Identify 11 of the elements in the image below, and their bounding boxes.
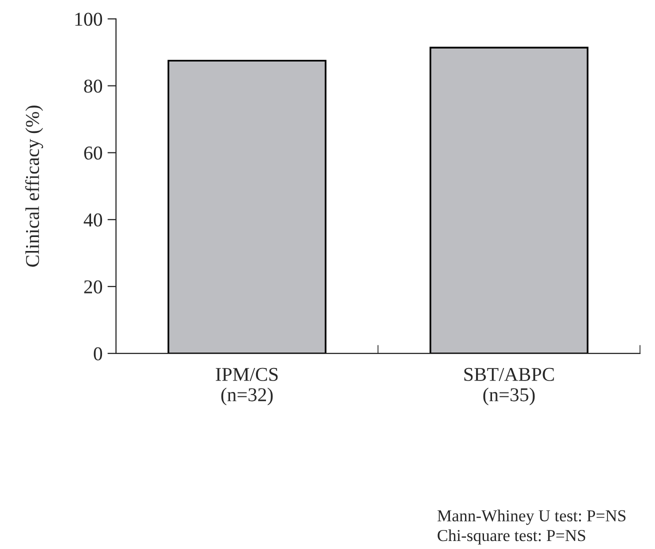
y-tick-label: 0 — [94, 347, 102, 360]
y-tick-label: 40 — [84, 213, 102, 227]
y-tick-label: 80 — [84, 80, 102, 93]
y-axis-title: Clinical efficacy (%) — [25, 106, 44, 267]
x-tick-label: IPM/CS (n=32) — [216, 368, 278, 406]
y-tick-label: 100 — [75, 12, 102, 26]
y-tick-label: 60 — [84, 146, 102, 160]
x-tick-label: SBT/ABPC (n=35) — [464, 368, 554, 406]
y-tick-label: 20 — [84, 280, 102, 294]
text: Mann-Whiney U test: P=NS — [437, 510, 626, 525]
text: Chi-square test: P=NS — [438, 529, 586, 545]
